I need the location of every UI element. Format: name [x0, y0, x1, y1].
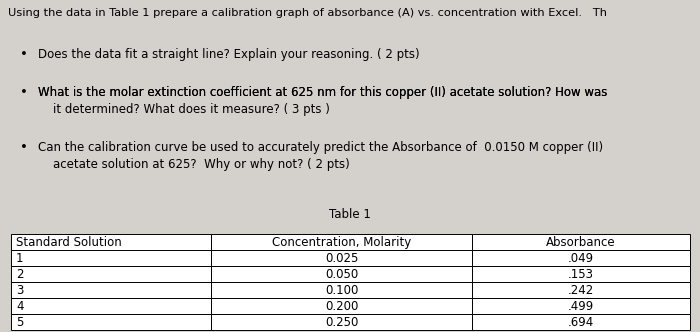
Text: 3: 3 [16, 284, 24, 297]
Text: What is the molar extinction coefficient at 625 nm for this copper (II) acetate : What is the molar extinction coefficient… [38, 86, 608, 116]
FancyBboxPatch shape [10, 250, 211, 266]
FancyBboxPatch shape [473, 298, 690, 314]
Text: .242: .242 [568, 284, 594, 297]
Text: 0.200: 0.200 [325, 300, 358, 313]
Text: Standard Solution: Standard Solution [16, 236, 122, 249]
FancyBboxPatch shape [211, 282, 472, 298]
Text: What is the molar extinction coefficient at 625 nm for this copper (II) acetate : What is the molar extinction coefficient… [38, 86, 608, 99]
Text: •: • [20, 86, 27, 99]
Text: Can the calibration curve be used to accurately predict the Absorbance of  0.015: Can the calibration curve be used to acc… [38, 141, 603, 171]
FancyBboxPatch shape [10, 298, 211, 314]
Text: •: • [20, 48, 27, 61]
Text: 2: 2 [16, 268, 24, 281]
FancyBboxPatch shape [10, 314, 211, 330]
FancyBboxPatch shape [473, 266, 690, 282]
FancyBboxPatch shape [473, 314, 690, 330]
FancyBboxPatch shape [211, 250, 472, 266]
Text: .153: .153 [568, 268, 594, 281]
FancyBboxPatch shape [473, 234, 690, 250]
Text: Absorbance: Absorbance [546, 236, 616, 249]
Text: .694: .694 [568, 316, 594, 329]
Text: Table 1: Table 1 [329, 208, 371, 220]
Text: 0.250: 0.250 [325, 316, 358, 329]
Text: •: • [20, 141, 27, 154]
FancyBboxPatch shape [211, 234, 472, 250]
Text: Using the data in Table 1 prepare a calibration graph of absorbance (A) vs. conc: Using the data in Table 1 prepare a cali… [8, 8, 608, 18]
Text: 0.025: 0.025 [325, 252, 358, 265]
FancyBboxPatch shape [211, 314, 472, 330]
Text: 0.100: 0.100 [325, 284, 358, 297]
FancyBboxPatch shape [473, 250, 690, 266]
Text: 1: 1 [16, 252, 24, 265]
FancyBboxPatch shape [10, 234, 211, 250]
Text: .049: .049 [568, 252, 594, 265]
Text: 4: 4 [16, 300, 24, 313]
FancyBboxPatch shape [211, 266, 472, 282]
FancyBboxPatch shape [10, 282, 211, 298]
FancyBboxPatch shape [211, 298, 472, 314]
Text: .499: .499 [568, 300, 594, 313]
Text: 5: 5 [16, 316, 24, 329]
Text: 0.050: 0.050 [325, 268, 358, 281]
Text: Does the data fit a straight line? Explain your reasoning. ( 2 pts): Does the data fit a straight line? Expla… [38, 48, 420, 61]
FancyBboxPatch shape [473, 282, 690, 298]
FancyBboxPatch shape [10, 266, 211, 282]
Text: Concentration, Molarity: Concentration, Molarity [272, 236, 411, 249]
